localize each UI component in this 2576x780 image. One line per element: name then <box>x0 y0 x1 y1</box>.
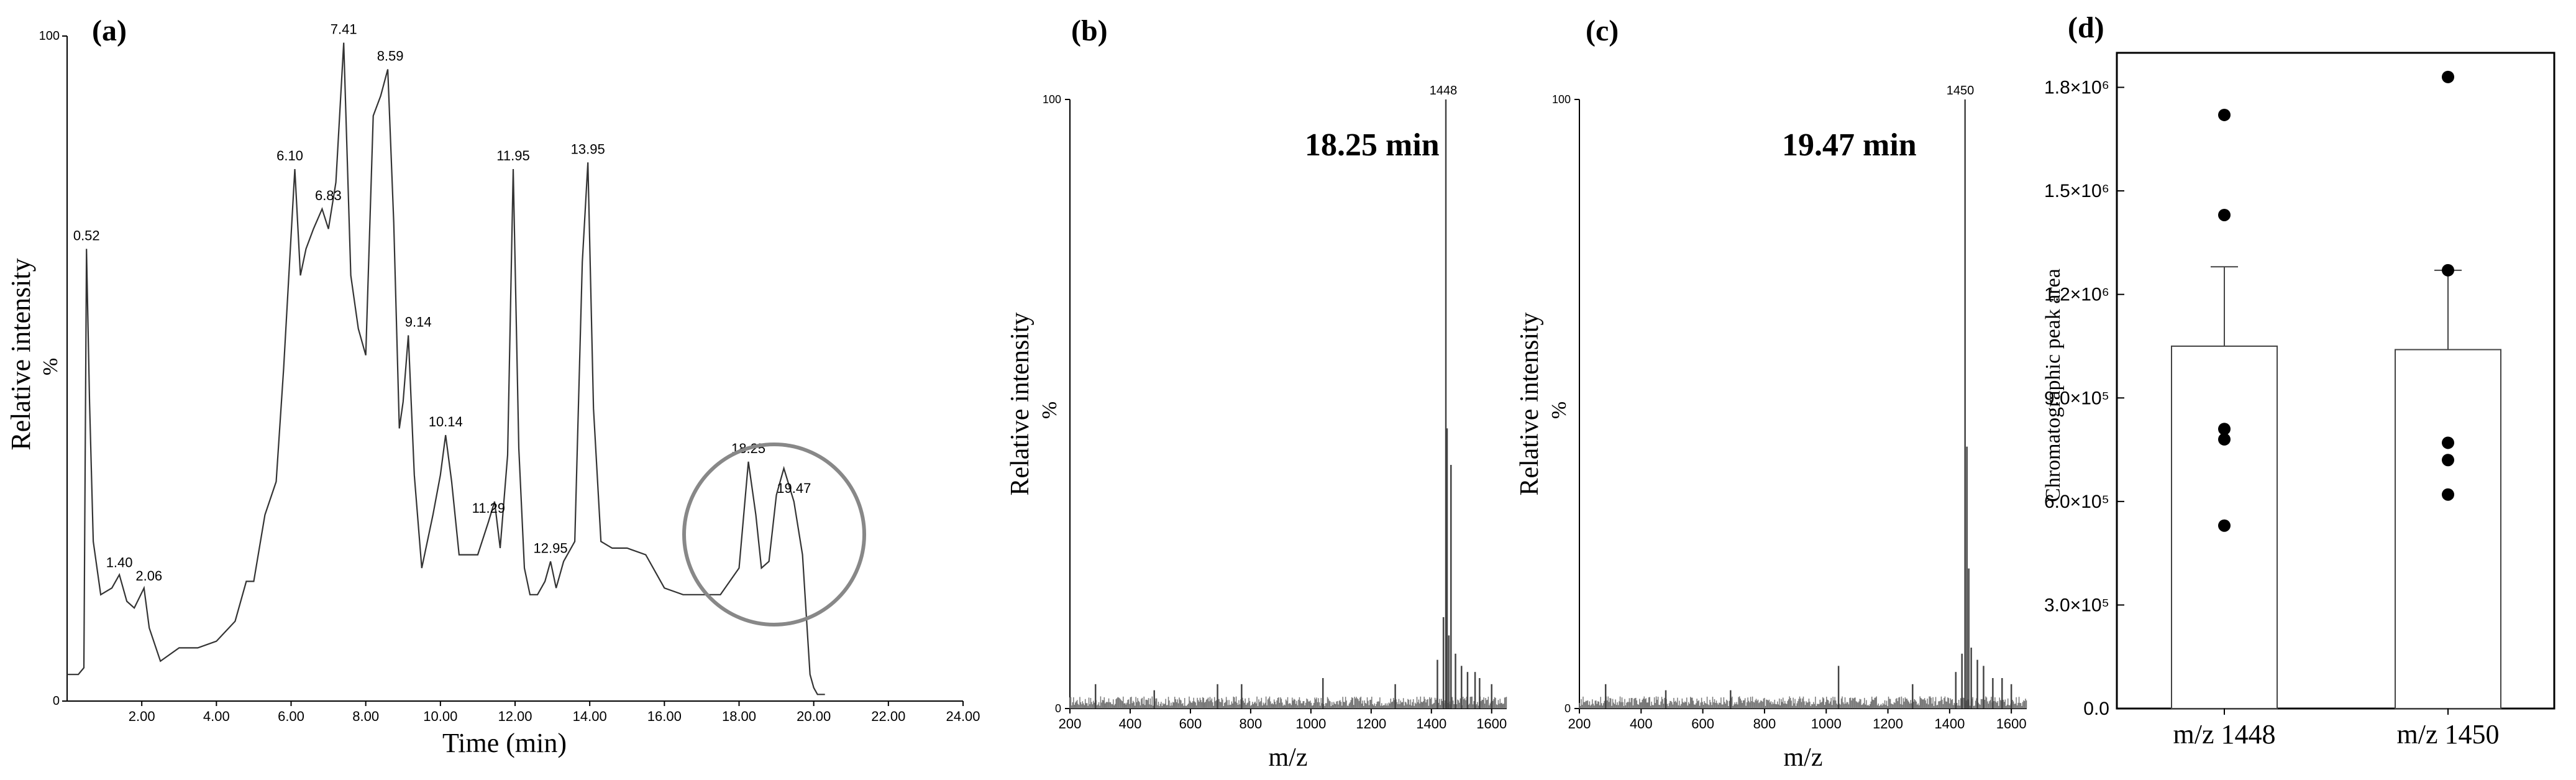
data-point <box>2442 488 2454 501</box>
d-y-tick-label: 3.0×10⁵ <box>2044 595 2109 615</box>
category-label: m/z 1450 <box>2397 719 2500 750</box>
data-point <box>2218 519 2231 532</box>
data-point <box>2218 208 2231 221</box>
x-tick-label: 1600 <box>1476 716 1507 732</box>
panel-b-label: (b) <box>1071 14 1108 47</box>
peak-label: 6.83 <box>315 188 342 203</box>
x-tick-label: 800 <box>1240 716 1263 732</box>
panel-a-y-top-tick: 100 <box>39 29 60 43</box>
x-tick-label: 1000 <box>1811 716 1842 732</box>
peak-label: 6.10 <box>276 148 303 163</box>
panel-b-y-top-tick: 100 <box>1043 93 1061 106</box>
x-tick-label: 600 <box>1179 716 1202 732</box>
data-point <box>2218 433 2231 446</box>
panel-d-label: (d) <box>2068 11 2104 44</box>
panel-d-y-label: Chromatographic peak area <box>2042 268 2065 502</box>
a-x-tick-label: 14.00 <box>573 709 607 724</box>
panel-c-peak-label: 1450 <box>1947 84 1975 98</box>
bar <box>2395 349 2501 709</box>
panel-c-y-label: Relative intensity <box>1515 312 1544 495</box>
panel-b-y-label-unit: % <box>1038 401 1061 419</box>
x-tick-label: 800 <box>1753 716 1776 732</box>
panel-a-y-label: Relative intensity <box>6 258 36 450</box>
panel-c-y-label-unit: % <box>1548 401 1571 419</box>
peak-label: 1.40 <box>106 555 133 571</box>
data-point <box>2442 436 2454 449</box>
panel-c-annotation: 19.47 min <box>1782 127 1917 163</box>
x-tick-label: 600 <box>1691 716 1714 732</box>
d-y-tick-label: 1.8×10⁶ <box>2044 78 2109 98</box>
a-x-tick-label: 6.00 <box>278 709 304 724</box>
panel-d-frame <box>2116 52 2555 710</box>
panel-a-y-label-unit: % <box>39 358 62 375</box>
panel-b-peak-label: 1448 <box>1430 84 1458 98</box>
panel-b-y-bottom-tick: 0 <box>1055 702 1061 715</box>
panel-c-y-bottom-tick: 0 <box>1564 702 1571 715</box>
x-tick-label: 200 <box>1568 716 1591 732</box>
d-y-tick-label: 1.2×10⁶ <box>2044 285 2109 305</box>
d-y-tick-label: 0.0 <box>2083 699 2109 719</box>
a-x-tick-label: 12.00 <box>498 709 532 724</box>
a-x-tick-label: 10.00 <box>423 709 457 724</box>
x-tick-label: 200 <box>1059 716 1082 732</box>
peak-label: 2.06 <box>135 568 162 584</box>
panel-c-x-label: m/z <box>1784 743 1823 772</box>
x-tick-label: 1000 <box>1295 716 1326 732</box>
a-x-tick-label: 4.00 <box>203 709 230 724</box>
x-tick-label: 1200 <box>1356 716 1386 732</box>
a-x-tick-label: 18.00 <box>722 709 756 724</box>
highlight-circle <box>682 443 866 626</box>
data-point <box>2442 264 2454 277</box>
chromatogram-trace <box>67 42 825 695</box>
a-x-tick-label: 20.00 <box>797 709 831 724</box>
d-y-tick-label: 9.0×10⁵ <box>2044 388 2109 408</box>
a-x-tick-label: 22.00 <box>871 709 905 724</box>
panel-b-x-label: m/z <box>1269 743 1308 772</box>
x-tick-label: 400 <box>1630 716 1653 732</box>
category-label: m/z 1448 <box>2173 719 2276 750</box>
a-x-tick-label: 2.00 <box>129 709 155 724</box>
d-y-tick-label: 6.0×10⁵ <box>2044 492 2109 512</box>
a-x-tick-label: 24.00 <box>946 709 980 724</box>
x-tick-label: 1400 <box>1934 716 1965 732</box>
x-tick-label: 1600 <box>1996 716 2027 732</box>
data-point <box>2442 454 2454 467</box>
panel-a-x-label: Time (min) <box>442 728 567 758</box>
peak-label: 0.52 <box>73 227 100 243</box>
peak-label: 19.47 <box>777 480 811 496</box>
panel-b-y-label: Relative intensity <box>1006 312 1035 495</box>
peak-label: 8.59 <box>377 48 404 64</box>
peak-label: 11.95 <box>496 148 529 163</box>
peak-label: 13.95 <box>571 141 605 157</box>
panel-c-label: (c) <box>1586 14 1619 47</box>
peak-label: 10.14 <box>429 414 463 429</box>
peak-label: 12.95 <box>534 540 568 556</box>
panel-a-y-bottom-tick: 0 <box>53 694 60 708</box>
data-point <box>2218 423 2231 436</box>
panel-b-annotation: 18.25 min <box>1305 127 1440 163</box>
x-tick-label: 400 <box>1119 716 1142 732</box>
peak-label: 9.14 <box>405 314 432 330</box>
panel-c-y-top-tick: 100 <box>1552 93 1571 106</box>
x-tick-label: 1200 <box>1873 716 1903 732</box>
panel-a-label: (a) <box>92 14 127 47</box>
d-y-tick-label: 1.5×10⁶ <box>2044 181 2109 201</box>
peak-label: 7.41 <box>331 22 357 37</box>
a-x-tick-label: 16.00 <box>647 709 682 724</box>
a-x-tick-label: 8.00 <box>352 709 379 724</box>
data-point <box>2442 70 2454 83</box>
x-tick-label: 1400 <box>1416 716 1446 732</box>
data-point <box>2218 108 2231 121</box>
peak-label: 11.29 <box>472 500 505 516</box>
